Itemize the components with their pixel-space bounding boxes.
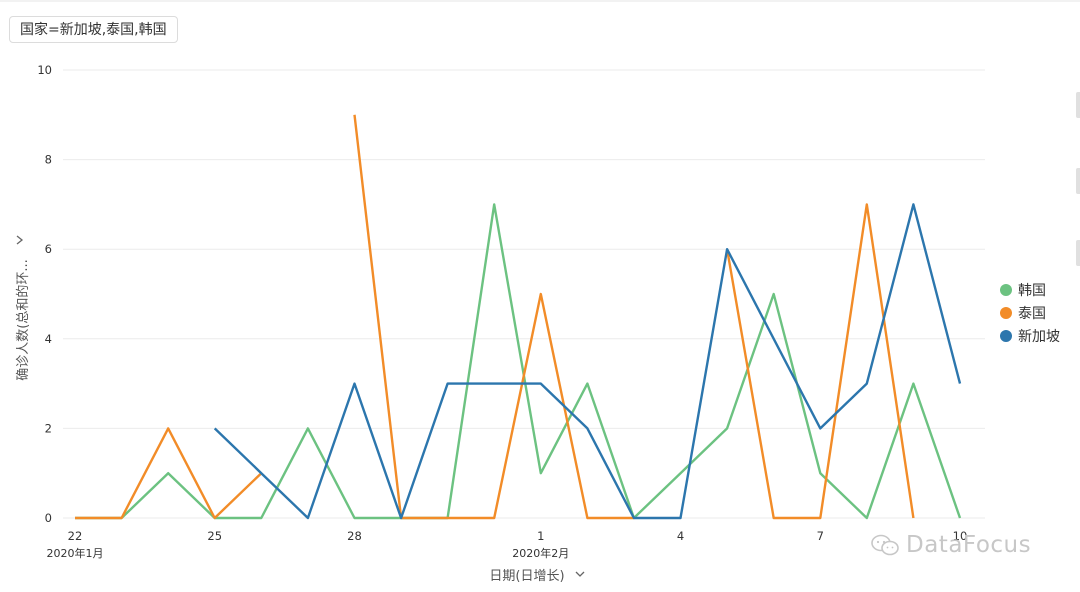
grid-lines [63, 69, 985, 519]
x-tick-sublabel: 2020年2月 [512, 546, 569, 560]
x-tick-label: 4 [677, 529, 684, 543]
chevron-down-icon[interactable] [575, 571, 585, 577]
legend-item[interactable]: 韩国 [1000, 278, 1060, 301]
series-line-泰国[interactable] [75, 114, 915, 520]
y-tick-label: 0 [45, 511, 52, 525]
x-tick-label: 22 [68, 529, 83, 543]
x-tick-label: 25 [207, 529, 222, 543]
legend-label: 新加坡 [1018, 328, 1060, 345]
legend-label: 韩国 [1018, 282, 1046, 299]
y-axis-title[interactable]: 确诊人数(总和的环... [15, 259, 31, 380]
y-tick-label: 8 [45, 153, 52, 167]
top-divider [0, 0, 1080, 2]
series-line-韩国[interactable] [75, 203, 962, 520]
side-handle[interactable] [1076, 168, 1080, 194]
y-tick-label: 2 [45, 421, 52, 435]
series-lines [75, 114, 962, 520]
x-tick-sublabel: 2020年1月 [47, 546, 104, 560]
x-tick-label: 10 [953, 529, 968, 543]
legend-item[interactable]: 泰国 [1000, 301, 1060, 324]
x-axis-ticks: 22 2020年1月 25 28 1 2020年2月 4 7 10 [47, 529, 968, 560]
y-axis-ticks: 0 2 4 6 8 10 [37, 63, 52, 525]
legend-label: 泰国 [1018, 305, 1046, 322]
y-tick-label: 10 [37, 63, 52, 77]
legend-item[interactable]: 新加坡 [1000, 324, 1060, 347]
y-axis-expand-icon[interactable] [16, 235, 24, 245]
x-tick-label: 28 [347, 529, 362, 543]
filter-chip[interactable]: 国家=新加坡,泰国,韩国 [9, 16, 178, 43]
side-handle[interactable] [1076, 92, 1080, 118]
series-line-新加坡[interactable] [213, 203, 962, 520]
wechat-icon [871, 534, 899, 556]
watermark-text: DataFocus [906, 532, 1032, 558]
y-tick-label: 4 [45, 332, 52, 346]
x-tick-label: 7 [817, 529, 824, 543]
watermark: DataFocus [870, 532, 1031, 558]
legend-marker [1000, 329, 1012, 342]
x-axis-title[interactable]: 日期(日增长) [489, 569, 564, 584]
legend-marker [1000, 283, 1012, 296]
side-handle[interactable] [1076, 240, 1080, 266]
legend-marker [1000, 306, 1012, 319]
legend: 韩国 泰国 新加坡 [1000, 278, 1060, 347]
y-tick-label: 6 [45, 242, 52, 256]
x-tick-label: 1 [537, 529, 544, 543]
